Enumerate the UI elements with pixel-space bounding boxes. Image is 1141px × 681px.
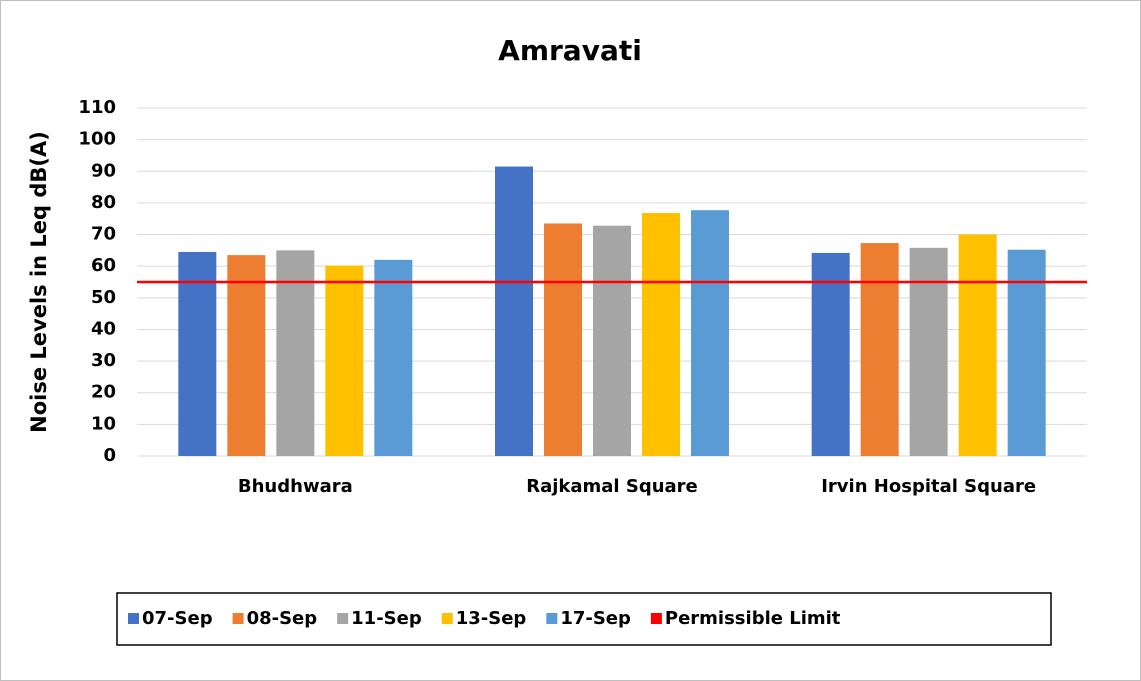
- legend-label: Permissible Limit: [665, 608, 841, 629]
- bar: [495, 166, 533, 456]
- bar: [958, 234, 997, 456]
- x-tick-label: Rajkamal Square: [526, 476, 698, 497]
- bar: [374, 259, 413, 456]
- bar: [276, 250, 315, 456]
- legend-label: 07-Sep: [142, 608, 213, 629]
- x-tick-label: Irvin Hospital Square: [821, 476, 1036, 497]
- bar: [811, 252, 850, 456]
- y-tick-label: 100: [78, 129, 116, 150]
- y-tick-label: 40: [91, 318, 116, 339]
- y-tick-label: 80: [91, 192, 116, 213]
- y-tick-label: 90: [91, 160, 116, 181]
- legend-swatch: [441, 613, 453, 624]
- bar: [1007, 249, 1046, 456]
- legend-swatch: [546, 613, 558, 624]
- bar: [860, 243, 899, 456]
- y-tick-label: 70: [91, 224, 116, 245]
- legend-label: 11-Sep: [351, 608, 422, 629]
- legend-box: [116, 592, 1052, 646]
- bar: [909, 247, 948, 456]
- bar: [642, 213, 680, 456]
- legend-label: 17-Sep: [560, 608, 631, 629]
- bar: [227, 255, 266, 456]
- legend-label: 13-Sep: [456, 608, 527, 629]
- bar: [544, 223, 582, 456]
- y-tick-label: 50: [91, 287, 116, 308]
- bar: [178, 251, 217, 456]
- y-tick-label: 60: [91, 255, 116, 276]
- bar: [325, 265, 364, 456]
- y-tick-label: 30: [91, 350, 116, 371]
- y-tick-label: 0: [103, 445, 116, 466]
- chart-title: Amravati: [498, 34, 642, 67]
- y-tick-label: 20: [91, 382, 116, 403]
- bar: [593, 225, 631, 456]
- x-tick-label: Bhudhwara: [238, 476, 353, 497]
- y-tick-label: 10: [91, 413, 116, 434]
- legend-label: 08-Sep: [247, 608, 318, 629]
- legend-swatch: [650, 613, 662, 624]
- y-tick-label: 110: [78, 97, 116, 118]
- legend-swatch: [337, 613, 349, 624]
- legend-swatch: [128, 613, 139, 624]
- legend-swatch: [232, 613, 244, 624]
- y-axis-label: Noise Levels in Leq dB(A): [27, 131, 51, 433]
- bar: [691, 210, 729, 456]
